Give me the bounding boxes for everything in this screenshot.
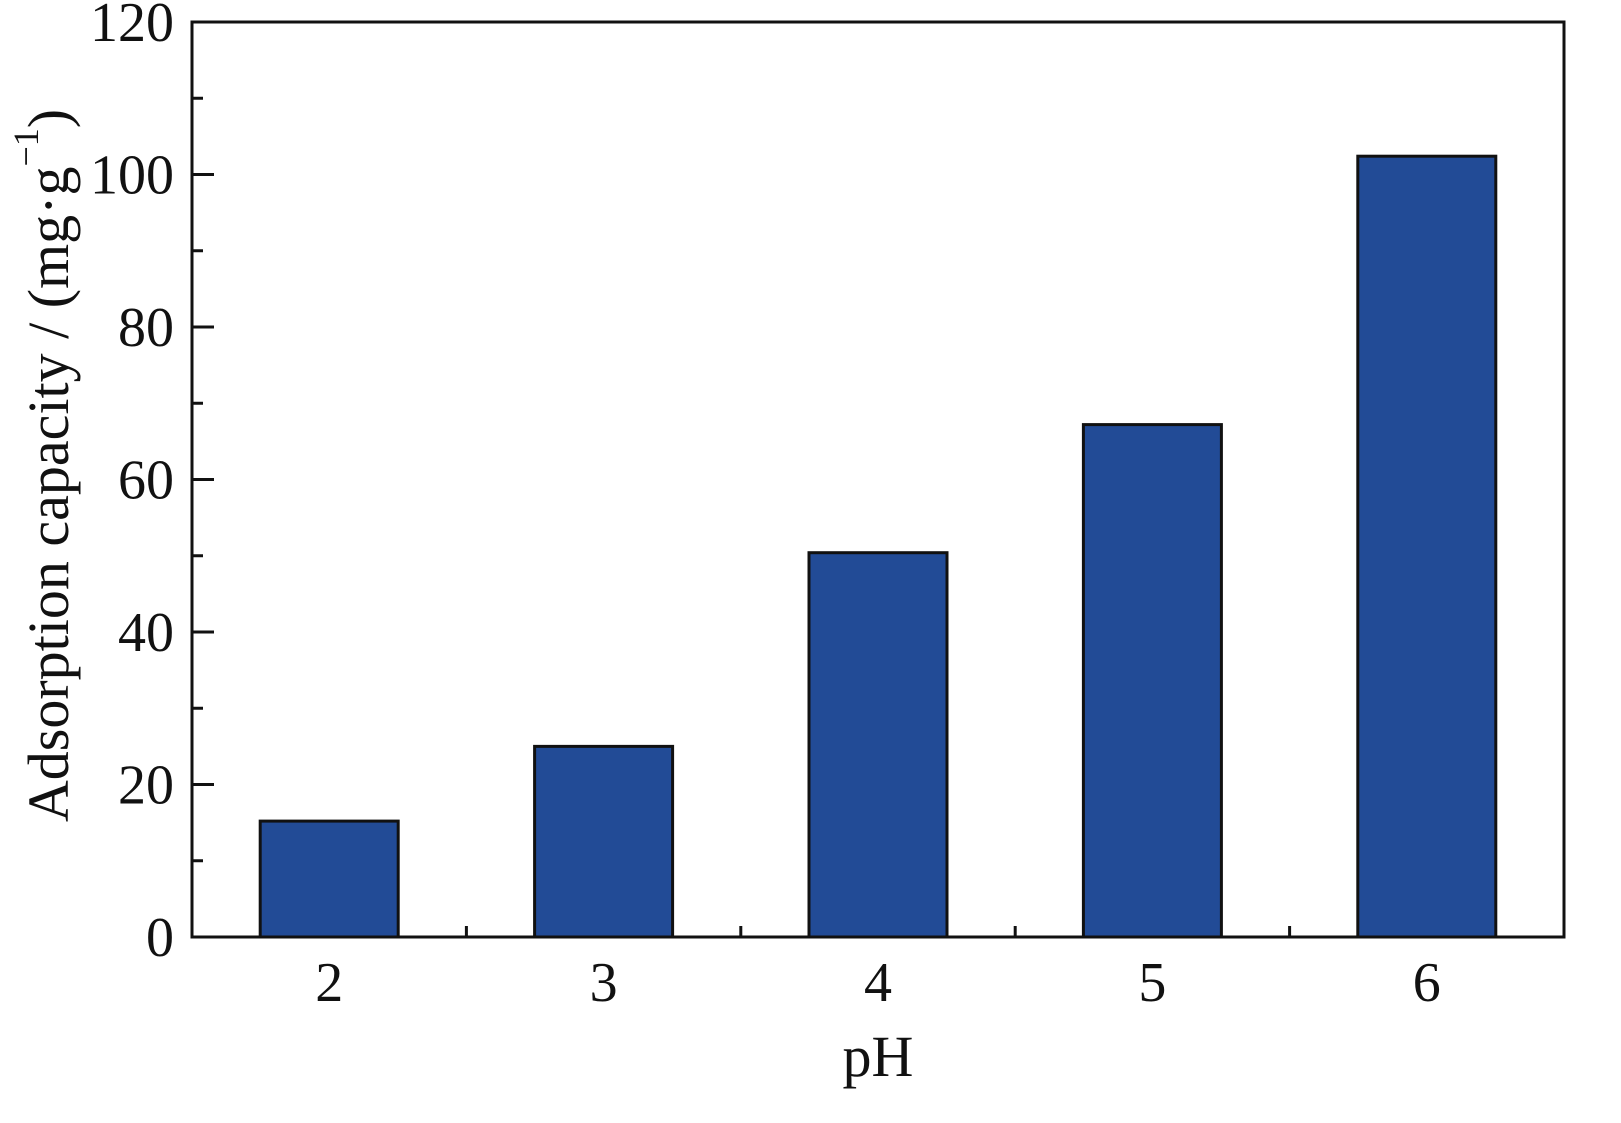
y-tick-label: 80 [118,297,174,359]
x-tick-label: 3 [590,952,618,1014]
y-axis-title-superscript: −1 [6,128,46,166]
bar-ph-3 [533,744,675,939]
y-tick-label: 120 [90,0,174,54]
y-tick-label: 60 [118,450,174,512]
bar-ph-4 [807,551,949,939]
plot-frame [190,20,1566,939]
x-tick-label: 6 [1413,952,1441,1014]
y-tick-label: 20 [118,755,174,817]
y-tick-label: 100 [90,145,174,207]
y-axis-title: Adsorption capacity / (mg·g−1) [6,109,81,822]
bar-ph-2 [258,819,400,939]
x-tick-label: 5 [1138,952,1166,1014]
y-axis-title-closing: ) [16,109,81,128]
x-tick-label: 2 [315,952,343,1014]
bar-series [258,154,1498,939]
x-tick-label: 4 [864,952,892,1014]
x-axis-title: pH [843,1024,914,1089]
y-tick-label: 0 [146,907,174,969]
bar-ph-6 [1356,154,1498,939]
y-tick-label: 40 [118,602,174,664]
bar-ph-5 [1081,423,1223,939]
y-axis-title-main: Adsorption capacity / (mg·g [16,167,81,823]
